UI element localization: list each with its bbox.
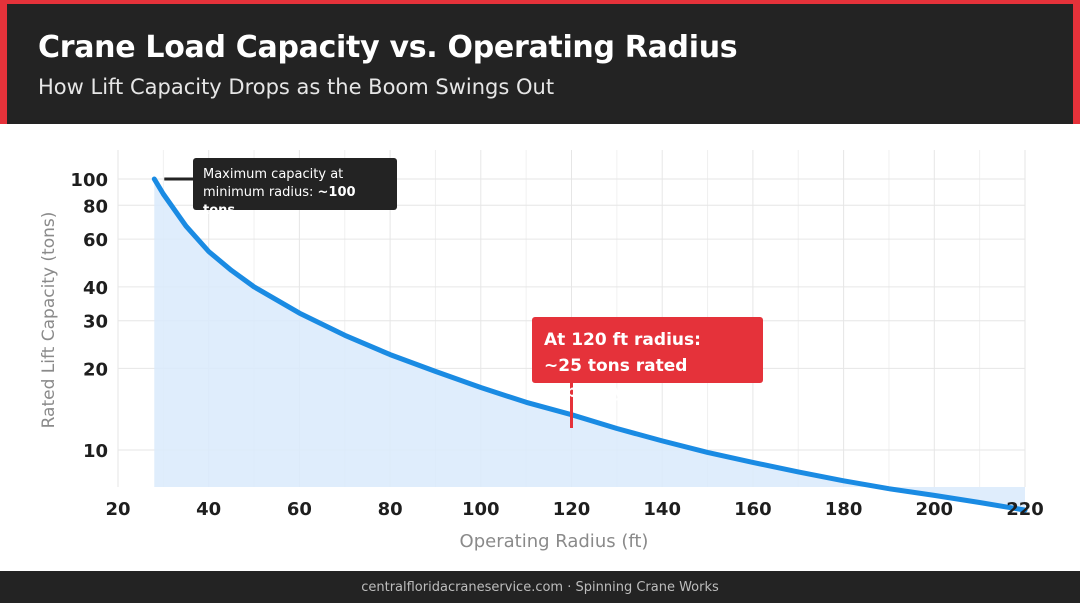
y-tick-label: 80 [83, 196, 108, 217]
x-tick-label: 100 [462, 499, 500, 520]
x-tick-label: 80 [378, 499, 403, 520]
max-capacity-annotation-line2: minimum radius: ~100 tons [203, 184, 387, 220]
capacity-area-fill [154, 179, 1026, 511]
x-tick-label: 160 [734, 499, 772, 520]
y-axis-title: Rated Lift Capacity (tons) [39, 212, 59, 429]
radius-120-annotation-line2: ~25 tons rated capacity [544, 356, 688, 402]
capacity-curve [151, 176, 1028, 513]
page-subtitle: How Lift Capacity Drops as the Boom Swin… [38, 75, 555, 99]
x-axis-title: Operating Radius (ft) [460, 531, 649, 552]
radius-120-annotation: At 120 ft radius: ~25 tons rated capacit… [532, 317, 763, 402]
footer-credit: centralfloridacraneservice.com · Spinnin… [361, 579, 719, 595]
footer-bar: centralfloridacraneservice.com · Spinnin… [0, 571, 1080, 603]
y-tick-label: 20 [83, 359, 108, 380]
page-title: Crane Load Capacity vs. Operating Radius [38, 30, 738, 65]
x-tick-label: 60 [287, 499, 312, 520]
y-tick-label: 30 [83, 312, 108, 333]
radius-120-annotation-line1: At 120 ft radius: [544, 330, 701, 350]
max-capacity-annotation-line1: Maximum capacity at [203, 167, 344, 182]
y-tick-label: 60 [83, 230, 108, 251]
y-tick-label: 40 [83, 278, 108, 299]
x-tick-label: 40 [196, 499, 221, 520]
x-tick-label: 140 [643, 499, 681, 520]
header-banner: Crane Load Capacity vs. Operating Radius… [0, 0, 1080, 124]
max-capacity-annotation-prefix: minimum radius: [203, 185, 318, 200]
x-tick-label: 20 [105, 499, 130, 520]
x-tick-label: 120 [553, 499, 591, 520]
max-capacity-annotation: Maximum capacity at minimum radius: ~100… [193, 158, 397, 218]
x-tick-label: 220 [1006, 499, 1044, 520]
x-tick-label: 180 [825, 499, 863, 520]
x-tick-label: 200 [916, 499, 954, 520]
max-capacity-annotation-value: ~100 tons [203, 185, 356, 218]
y-tick-label: 10 [83, 441, 108, 462]
y-tick-label: 100 [70, 170, 108, 191]
